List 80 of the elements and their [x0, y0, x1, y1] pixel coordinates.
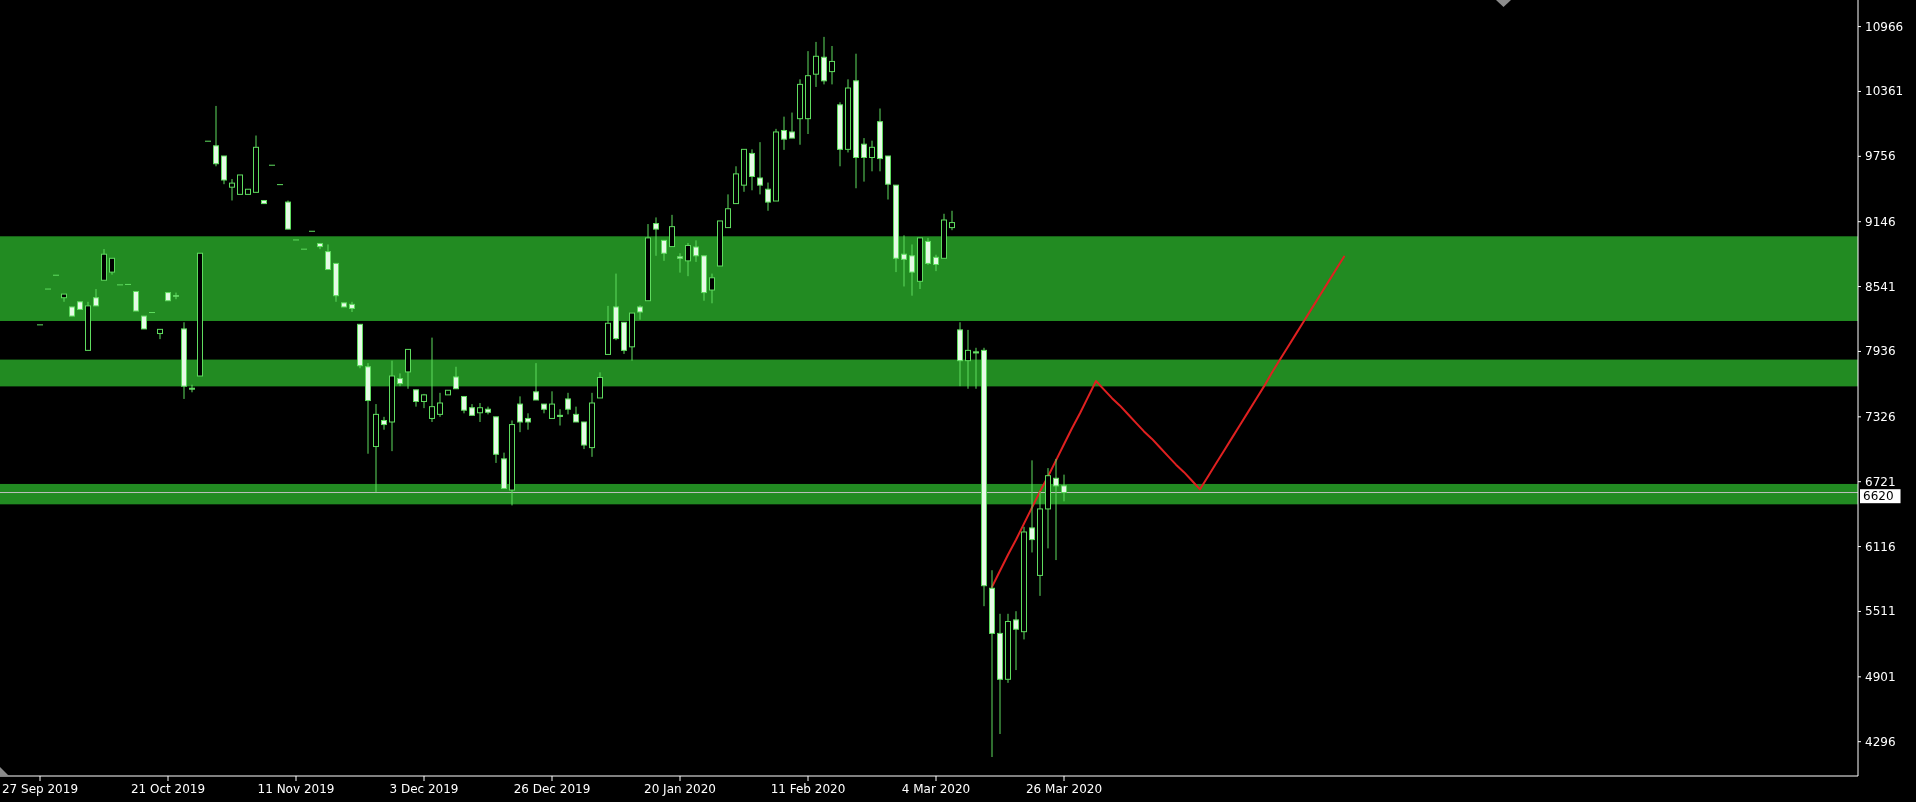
candlestick	[405, 348, 411, 390]
line-series	[991, 255, 1345, 588]
x-tick-label: 11 Nov 2019	[257, 782, 335, 796]
y-tick-label: 9756	[1865, 149, 1896, 164]
y-tick-label: 7326	[1865, 409, 1896, 424]
candlestick	[653, 216, 659, 257]
candlestick	[685, 242, 691, 277]
x-tick-label: 26 Dec 2019	[513, 782, 591, 796]
y-tick-label: 10966	[1865, 19, 1904, 34]
candlestick	[1029, 459, 1035, 553]
candlestick	[669, 214, 675, 248]
candlestick	[725, 193, 731, 229]
candlestick	[693, 239, 699, 263]
candlestick	[349, 301, 355, 313]
candlestick	[397, 372, 403, 387]
candlestick	[437, 392, 443, 418]
candlestick	[637, 304, 643, 321]
candlestick	[709, 273, 715, 304]
candlestick	[453, 366, 459, 390]
candlestick	[1013, 610, 1019, 671]
candlestick	[565, 392, 571, 415]
candlestick	[429, 337, 435, 423]
candlestick	[325, 243, 331, 271]
candlestick	[973, 347, 979, 390]
candlestick	[869, 140, 875, 172]
y-tick-label: 8541	[1865, 279, 1896, 294]
x-tick-label: 27 Sep 2019	[1, 782, 79, 796]
y-tick-label: 4296	[1865, 734, 1896, 749]
candlestick	[597, 371, 603, 399]
candlestick	[909, 243, 915, 297]
candlestick	[93, 288, 99, 307]
x-tick-label: 20 Jan 2020	[644, 782, 716, 796]
candlestick	[821, 36, 827, 85]
x-tick-label: 3 Dec 2019	[389, 782, 459, 796]
candlestick	[781, 116, 787, 151]
candlestick	[757, 141, 763, 195]
candlestick	[133, 291, 139, 312]
y-tick-label: 6116	[1865, 539, 1896, 554]
candlestick	[381, 416, 387, 431]
candlestick	[765, 182, 771, 212]
x-tick-label: 21 Oct 2019	[130, 782, 206, 796]
y-tick-label: 7936	[1865, 344, 1896, 359]
candlestick	[749, 148, 755, 191]
candlestick	[157, 328, 163, 340]
candlestick	[213, 105, 219, 167]
candlestick	[965, 329, 971, 390]
y-tick-label: 4901	[1865, 669, 1896, 684]
candlestick	[789, 112, 795, 139]
x-tick-label: 11 Feb 2020	[770, 782, 846, 796]
candlestick	[861, 137, 867, 183]
y-tick-label: 6721	[1865, 474, 1896, 489]
candlestick	[949, 210, 955, 231]
candlestick	[549, 390, 555, 419]
candlestick	[573, 406, 579, 423]
candlestick	[925, 237, 931, 266]
candlestick	[173, 292, 179, 300]
candlestick	[677, 252, 683, 274]
candlestick	[229, 178, 235, 201]
candlestick	[525, 412, 531, 431]
x-tick-label: 26 Mar 2020	[1025, 782, 1103, 796]
candlestick	[1053, 458, 1059, 561]
candlestick	[61, 293, 67, 303]
candlestick	[517, 395, 523, 433]
candlestick	[477, 402, 483, 423]
candlestick	[1061, 474, 1067, 502]
x-tick-label: 4 Mar 2020	[901, 782, 971, 796]
candlestick	[829, 45, 835, 85]
y-tick-label: 5511	[1865, 604, 1896, 619]
candlestick	[533, 362, 539, 401]
candlestick	[189, 384, 195, 393]
candlestick	[901, 234, 907, 287]
candlestick	[933, 254, 939, 272]
ref-line-label: 6620	[1863, 489, 1894, 504]
candlestick	[557, 408, 563, 427]
y-tick-label: 10361	[1865, 84, 1904, 99]
candlestick	[581, 421, 587, 450]
y-tick-label: 9146	[1865, 214, 1896, 229]
candlestick	[237, 174, 243, 195]
candlestick	[661, 239, 667, 262]
candlestick	[813, 41, 819, 88]
